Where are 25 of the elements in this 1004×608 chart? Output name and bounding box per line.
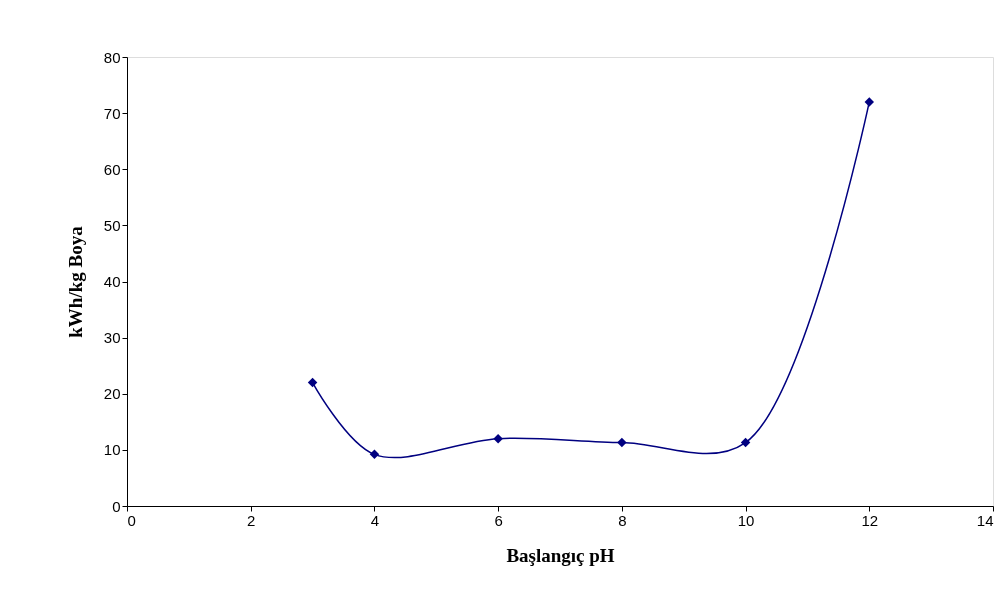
x-tick-label: 14	[976, 511, 994, 529]
point	[617, 437, 627, 448]
x-tick-label: 10	[737, 511, 755, 529]
point	[740, 437, 751, 448]
x-tick-label: 12	[861, 511, 879, 529]
y-tick-label: 80	[103, 48, 121, 66]
y-tick-label: 10	[103, 441, 121, 459]
point	[493, 433, 503, 444]
x-tick-label: 8	[618, 511, 627, 529]
y-tick-label: 0	[112, 497, 121, 515]
y-tick-label: 40	[103, 273, 121, 290]
point	[864, 97, 875, 107]
x-tick-label: 2	[247, 511, 256, 529]
y-tick-label: 20	[103, 385, 121, 403]
x-tick-label: 0	[127, 511, 136, 529]
y-axis-title: kWh/kg Boya	[64, 225, 86, 338]
point	[307, 377, 318, 388]
y-tick-label: 50	[103, 216, 121, 234]
y-tick-label: 60	[103, 160, 121, 178]
x-tick-label: 6	[494, 511, 503, 529]
y-tick-label: 70	[103, 104, 121, 122]
y-tick-label: 30	[103, 329, 121, 347]
x-tick-label: 4	[370, 511, 380, 529]
x-axis-title: Başlangıç pH	[506, 544, 615, 566]
point	[369, 449, 380, 460]
